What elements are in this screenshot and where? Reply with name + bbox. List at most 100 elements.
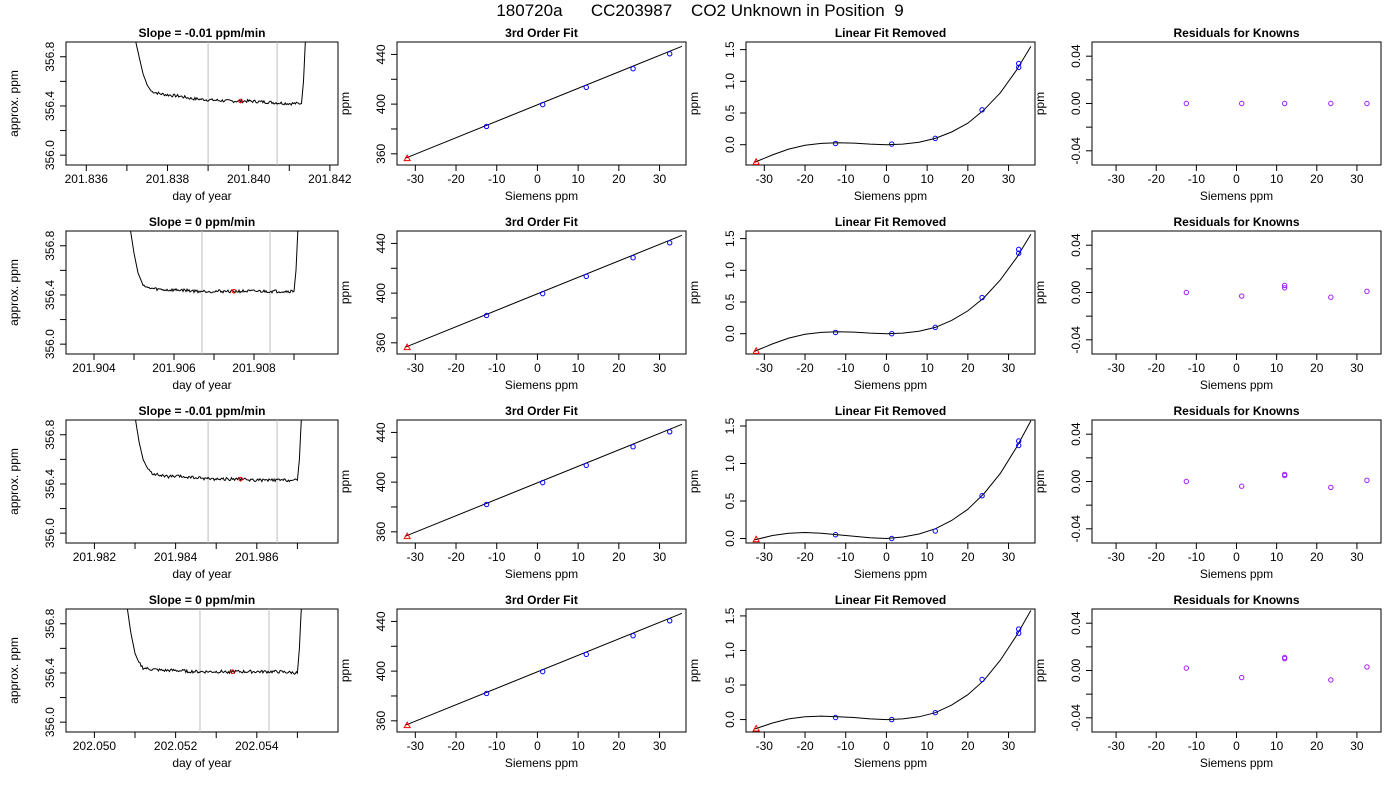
- x-tick-label: 10: [920, 361, 934, 375]
- known-standard-point: [979, 493, 985, 499]
- known-standard-point: [1016, 60, 1022, 67]
- plot-frame: [396, 230, 687, 355]
- known-standard-point: [1016, 626, 1022, 632]
- y-tick-label: 360: [374, 521, 388, 541]
- x-tick-label: 10: [1270, 172, 1284, 186]
- y-tick-label: 356.4: [43, 658, 57, 688]
- known-standard-point: [1239, 674, 1245, 681]
- x-tick-label: 10: [571, 361, 585, 375]
- unknown-sample-point: [403, 721, 412, 729]
- known-standard-point: [1183, 289, 1190, 296]
- plot-area: [752, 46, 1032, 165]
- x-tick-label: -10: [488, 361, 506, 375]
- y-tick-label: -0.04: [1069, 326, 1083, 354]
- known-standard-point: [832, 532, 839, 538]
- x-tick-label: -20: [796, 172, 814, 186]
- x-axis-label: Siemens ppm: [1200, 378, 1273, 392]
- y-axis-label: ppm: [687, 281, 701, 304]
- x-tick-label: 20: [1310, 361, 1324, 375]
- x-tick-label: 30: [1350, 361, 1364, 375]
- x-tick-label: 0: [883, 361, 890, 375]
- known-standard-point: [483, 690, 490, 697]
- y-axis-label: ppm: [1033, 659, 1047, 682]
- x-tick-label: 0: [883, 739, 890, 753]
- panel-title: Residuals for Knowns: [1173, 404, 1299, 418]
- x-tick-label: -30: [756, 361, 774, 375]
- x-tick-label: 20: [961, 361, 975, 375]
- known-standard-point: [932, 324, 938, 331]
- plot-area: [1183, 282, 1370, 300]
- known-standard-point: [1016, 246, 1022, 253]
- known-standard-point: [1183, 100, 1190, 107]
- plot-frame: [1091, 230, 1382, 355]
- known-standard-point: [630, 66, 636, 72]
- x-tick-label: 20: [1310, 550, 1324, 564]
- plot-area: [403, 423, 683, 540]
- x-axis-label: Siemens ppm: [505, 756, 578, 770]
- plot-area: [403, 612, 683, 729]
- plot-frame: [1091, 608, 1382, 733]
- panel-r3-c3: Linear Fit Removed Siemens ppm ppm -30 -20 -1…: [687, 404, 1036, 581]
- x-axis-label: Siemens ppm: [1200, 756, 1273, 770]
- x-tick-label: 201.984: [154, 550, 198, 564]
- y-tick-label: 356.8: [43, 41, 57, 71]
- known-standard-point: [1183, 665, 1190, 671]
- x-tick-label: -30: [407, 550, 425, 564]
- x-tick-label: -20: [447, 739, 465, 753]
- y-tick-label: 356.0: [43, 707, 57, 737]
- x-tick-label: -30: [756, 172, 774, 186]
- x-axis-label: Siemens ppm: [854, 189, 927, 203]
- x-tick-label: 20: [961, 172, 975, 186]
- y-tick-label: 356.4: [43, 280, 57, 310]
- plot-frame: [65, 41, 339, 166]
- plot-frame: [65, 419, 339, 544]
- x-tick-label: 10: [920, 550, 934, 564]
- x-axis-label: day of year: [172, 567, 231, 581]
- x-tick-label: -20: [796, 361, 814, 375]
- y-axis-label: approx. ppm: [7, 637, 21, 704]
- known-standard-point: [583, 84, 589, 91]
- known-standard-point: [832, 714, 839, 721]
- x-axis-label: Siemens ppm: [505, 189, 578, 203]
- known-standard-point: [1281, 654, 1288, 661]
- ppm-trace-line: [135, 420, 302, 483]
- y-axis-label: ppm: [687, 659, 701, 682]
- unknown-mean-point: [238, 98, 243, 104]
- known-standard-point: [1281, 100, 1288, 107]
- plot-frame: [745, 230, 1036, 355]
- x-tick-label: 202.054: [235, 739, 279, 753]
- y-axis-label: approx. ppm: [7, 448, 21, 515]
- y-tick-label: 1.5: [723, 41, 737, 58]
- unknown-sample-point: [403, 343, 412, 351]
- fit-curve: [753, 420, 1032, 541]
- known-standard-point: [889, 716, 895, 723]
- x-tick-label: 20: [612, 172, 626, 186]
- known-standard-point: [540, 101, 546, 108]
- panel-r3-c2: 3rd Order Fit Siemens ppm ppm -30 -20 -10 0 10 2…: [338, 404, 687, 581]
- y-axis-label: ppm: [338, 470, 352, 493]
- x-axis-label: Siemens ppm: [854, 567, 927, 581]
- x-tick-label: 30: [1350, 739, 1364, 753]
- known-standard-point: [540, 290, 546, 297]
- x-tick-label: -10: [1188, 739, 1206, 753]
- known-standard-point: [1364, 477, 1370, 484]
- known-standard-point: [889, 331, 895, 337]
- x-axis-label: Siemens ppm: [1200, 567, 1273, 581]
- known-standard-point: [979, 107, 985, 113]
- figure-title: 180720a CC203987 CO2 Unknown in Position…: [496, 1, 904, 20]
- x-tick-label: 30: [1002, 739, 1016, 753]
- y-tick-label: 356.4: [43, 469, 57, 499]
- y-axis-label: ppm: [338, 281, 352, 304]
- x-tick-label: -20: [447, 361, 465, 375]
- x-tick-label: 201.838: [146, 172, 190, 186]
- y-tick-label: 1.0: [723, 262, 737, 279]
- x-tick-label: 10: [1270, 361, 1284, 375]
- known-standard-point: [1281, 471, 1288, 478]
- fit-curve: [753, 233, 1032, 352]
- known-standard-point: [1328, 677, 1334, 683]
- x-tick-label: 0: [883, 550, 890, 564]
- panel-r1-c1: Slope = -0.01 ppm/min day of year approx. …: [7, 26, 352, 203]
- known-standard-point: [832, 329, 839, 336]
- known-standard-point: [483, 501, 490, 508]
